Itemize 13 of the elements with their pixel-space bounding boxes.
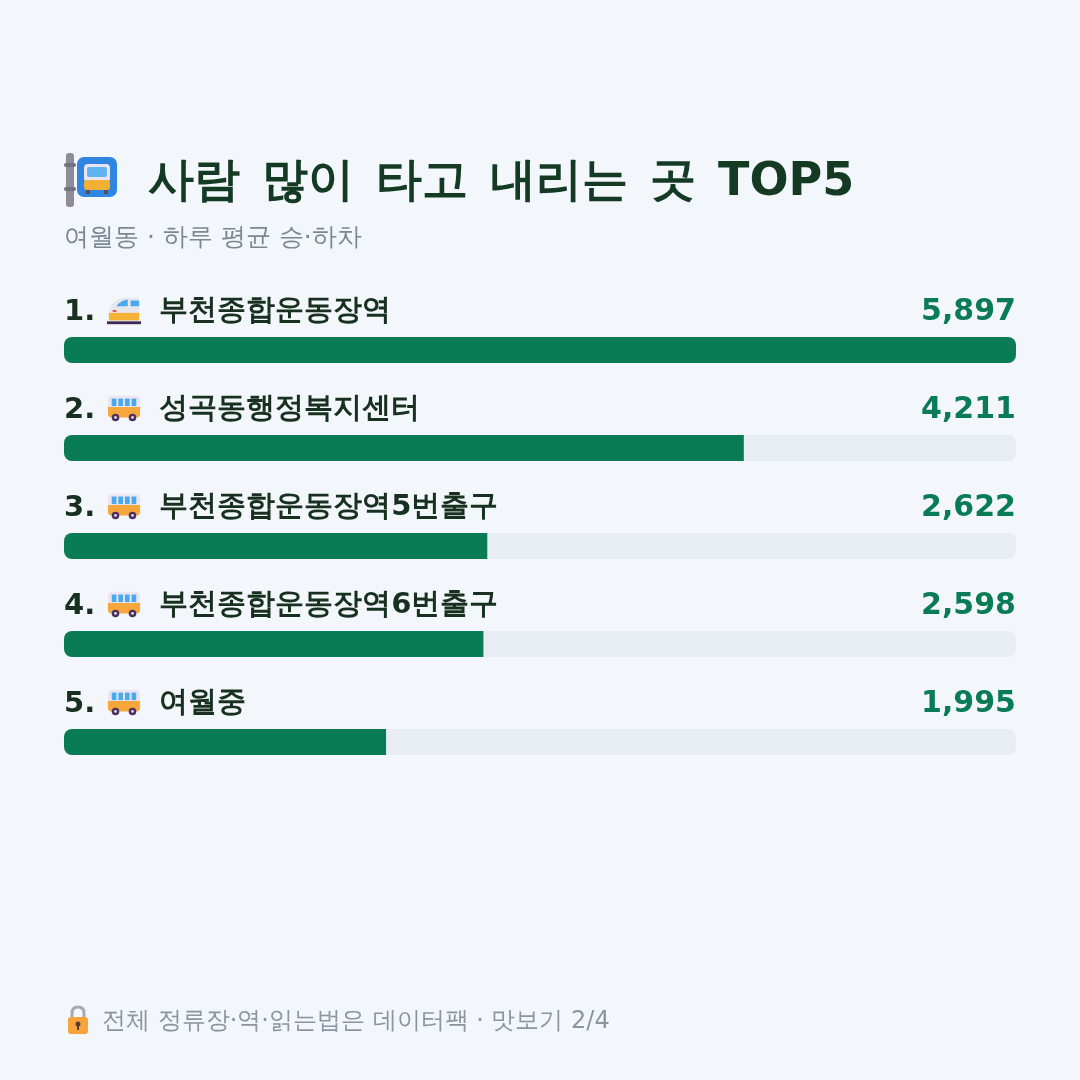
data-label: 2,598 [921, 585, 1016, 623]
data-label: 5,897 [921, 291, 1016, 329]
category-label: 2. 성곡동행정복지센터 [64, 390, 421, 425]
data-label: 1,995 [921, 683, 1016, 721]
category-label: 5. 여월중 [64, 684, 247, 719]
data-label: 4,211 [921, 389, 1016, 427]
category-label: 1. 부천종합운동장역 [64, 292, 392, 327]
text: 전체 정류장·역·읽는법은 데이터팩 · 맛보기 2/4 [102, 1005, 610, 1036]
chart-title: 사람 많이 타고 내리는 곳 TOP5 [148, 151, 855, 208]
category-label: 3. 부천종합운동장역5번출구 [64, 488, 499, 523]
chart-subtitle: 여월동 · 하루 평균 승·하차 [64, 221, 362, 253]
category-label: 4. 부천종합운동장역6번출구 [64, 586, 499, 621]
data-label: 2,622 [921, 487, 1016, 525]
